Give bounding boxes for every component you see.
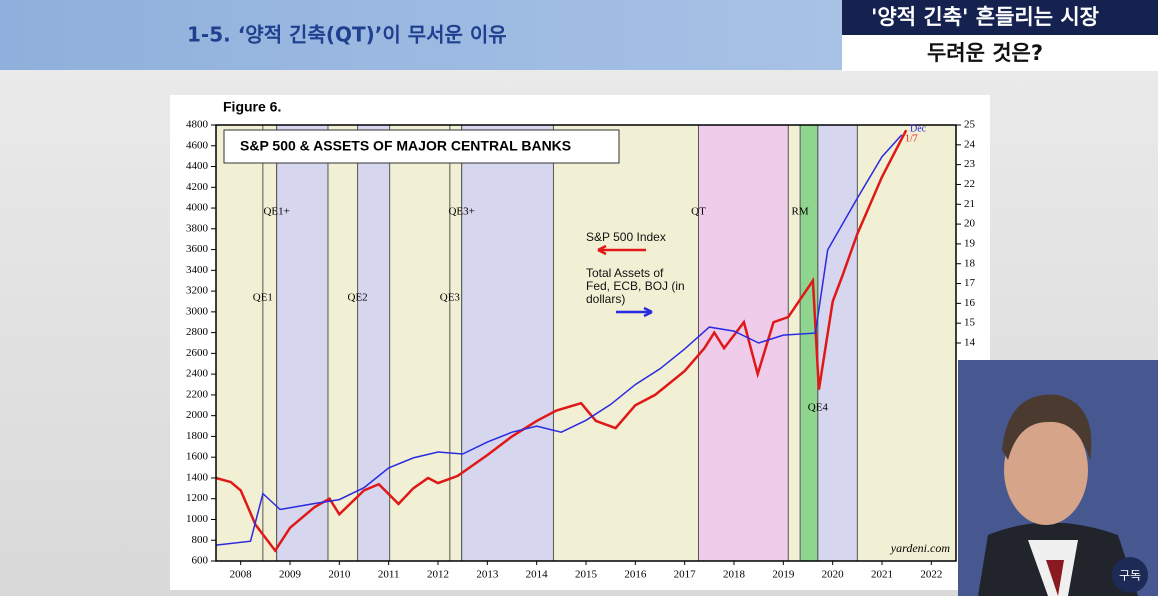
y2-tick-label: 21 — [964, 198, 975, 210]
region-label: QE2 — [348, 292, 368, 304]
x-tick-label: 2013 — [476, 569, 499, 581]
y2-tick-label: 18 — [964, 257, 976, 269]
region-label: QE1 — [253, 292, 273, 304]
video-inset: 구독 — [958, 360, 1158, 596]
figure-label: Figure 6. — [223, 99, 281, 115]
series-line — [215, 134, 903, 546]
x-tick-label: 2011 — [378, 569, 400, 581]
region-label: QE1+ — [263, 206, 289, 218]
legend-label: S&P 500 Index — [586, 230, 666, 244]
y2-tick-label: 20 — [964, 218, 976, 230]
legend-arrow — [616, 306, 653, 318]
subscribe-label[interactable]: 구독 — [1119, 569, 1141, 583]
annotation: 1/7 — [905, 133, 918, 144]
tie — [1046, 560, 1064, 596]
x-tick-label: 2019 — [772, 569, 795, 581]
y-tick-label: 4600 — [186, 139, 209, 151]
x-tick-label: 2008 — [230, 569, 253, 581]
legend-swatch — [597, 244, 646, 256]
y-tick-label: 600 — [192, 555, 209, 567]
x-tick-label: 2016 — [624, 569, 647, 581]
region — [698, 125, 789, 561]
hair — [1002, 394, 1092, 460]
y2-tick-label: 15 — [964, 317, 976, 329]
y-tick-label: 4000 — [186, 202, 209, 214]
region — [461, 125, 554, 561]
region-label: QE4 — [808, 402, 829, 414]
face — [1004, 415, 1088, 525]
y-tick-label: 2400 — [186, 368, 209, 380]
y-tick-label: 1600 — [186, 451, 209, 463]
y-tick-label: 1800 — [186, 430, 209, 442]
source: yardeni.com — [890, 541, 951, 555]
y2-tick-label: 17 — [964, 277, 976, 289]
legend-swatch — [616, 306, 653, 318]
region — [817, 125, 858, 561]
x-tick-label: 2015 — [575, 569, 598, 581]
x-tick-label: 2021 — [871, 569, 893, 581]
legend-item: Total Assets of Fed, ECB, BOJ (in dollar… — [586, 267, 686, 321]
box-line2: 두려운 것은? — [927, 41, 1043, 65]
region-label: QE3 — [440, 292, 461, 304]
region — [262, 125, 277, 561]
x-tick-label: 2012 — [427, 569, 449, 581]
y-tick-label: 3000 — [186, 305, 209, 317]
y-tick-label: 2200 — [186, 388, 209, 400]
subscribe-badge[interactable] — [1112, 557, 1148, 593]
y-tick-label: 1000 — [186, 513, 209, 525]
y-tick-label: 3800 — [186, 222, 209, 234]
x-tick-label: 2017 — [674, 569, 697, 581]
y-tick-label: 2800 — [186, 326, 209, 338]
region-label: QE3+ — [448, 206, 474, 218]
y-tick-label: 2000 — [186, 409, 209, 421]
legend-arrow — [597, 244, 646, 256]
x-tick-label: 2009 — [279, 569, 302, 581]
y-tick-label: 4800 — [186, 119, 209, 131]
box-top — [842, 0, 1158, 35]
y2-tick-label: 23 — [964, 158, 976, 170]
header-title: 1-5. ‘양적 긴축(QT)’이 무서운 이유 — [187, 23, 507, 47]
x-tick-label: 2020 — [822, 569, 845, 581]
y-tick-label: 4200 — [186, 181, 209, 193]
y-tick-label: 1400 — [186, 471, 209, 483]
box-bottom — [842, 35, 1158, 71]
legend-label: Total Assets of Fed, ECB, BOJ (in dollar… — [586, 266, 685, 306]
legend-item: S&P 500 Index — [586, 230, 686, 259]
box-line1: '양적 긴축' 흔들리는 시장 — [871, 5, 1099, 29]
header-bar — [0, 0, 845, 70]
y-tick-label: 3200 — [186, 285, 209, 297]
y2-tick-label: 14 — [964, 337, 976, 349]
x-tick-label: 2018 — [723, 569, 746, 581]
x-tick-label: 2014 — [526, 569, 549, 581]
x-tick-label: 2010 — [328, 569, 351, 581]
region — [357, 125, 390, 561]
region — [449, 125, 462, 561]
y2-tick-label: 22 — [964, 178, 975, 190]
y2-tick-label: 16 — [964, 297, 976, 309]
x-tick-label: 2022 — [920, 569, 942, 581]
y2-tick-label: 25 — [964, 119, 976, 131]
y-tick-label: 800 — [192, 534, 209, 546]
title-box — [223, 129, 620, 164]
chart-title: S&P 500 & ASSETS OF MAJOR CENTRAL BANKS — [240, 138, 571, 154]
y-tick-label: 1200 — [186, 492, 209, 504]
y-tick-label: 2600 — [186, 347, 209, 359]
plot-frame — [215, 124, 957, 562]
y2-tick-label: 19 — [964, 237, 976, 249]
region-label: RM — [792, 206, 809, 218]
legend: S&P 500 Index Total Assets of Fed, ECB, B… — [586, 230, 686, 329]
y-tick-label: 4400 — [186, 160, 209, 172]
y-tick-label: 3600 — [186, 243, 209, 255]
region — [800, 125, 818, 561]
annotation: Dec — [910, 123, 927, 134]
y-tick-label: 3400 — [186, 264, 209, 276]
region — [276, 125, 328, 561]
region-label: QT — [691, 206, 706, 218]
y2-tick-label: 24 — [964, 138, 976, 150]
